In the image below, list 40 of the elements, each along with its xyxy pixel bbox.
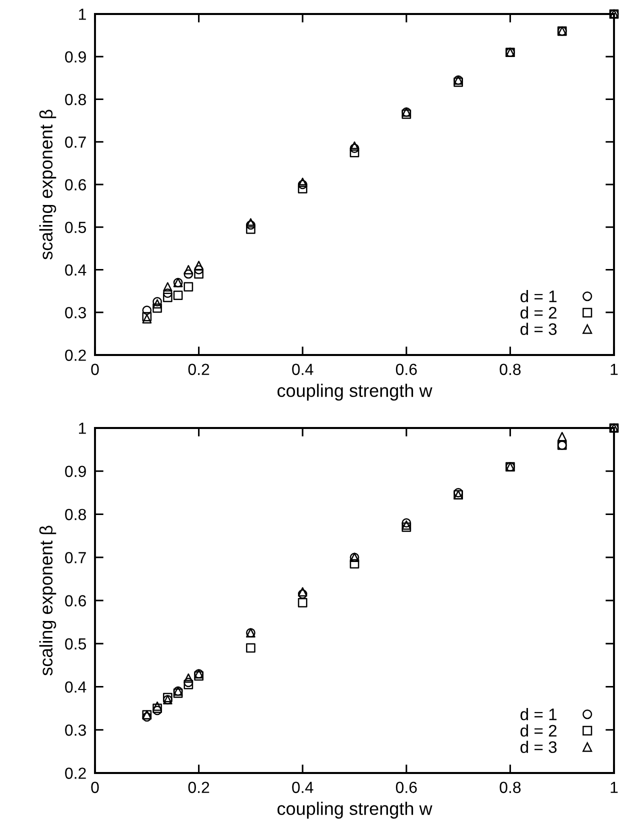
legend-label: d = 3 xyxy=(520,322,557,336)
y-tick-label: 0.2 xyxy=(65,768,86,779)
x-tick-label: 0.6 xyxy=(396,782,417,794)
x-tick-label: 0 xyxy=(91,782,99,794)
y-tick-label: 0.7 xyxy=(65,552,86,564)
y-tick-label: 0.3 xyxy=(65,307,86,318)
y-tick-label: 0.7 xyxy=(65,136,86,148)
y-tick-label: 0.2 xyxy=(65,350,86,361)
y-tick-label: 0.8 xyxy=(65,94,86,106)
x-tick-label: 0.8 xyxy=(500,782,521,794)
x-tick-label: 0.6 xyxy=(396,364,417,376)
x-axis-title: coupling strength w xyxy=(277,384,432,401)
x-tick-label: 1 xyxy=(610,364,618,375)
y-tick-label: 0.8 xyxy=(65,508,86,520)
x-tick-label: 0.2 xyxy=(188,782,210,794)
y-tick-label: 0.6 xyxy=(65,179,86,190)
y-axis-title: scaling exponent β xyxy=(39,526,56,676)
y-tick-label: 0.3 xyxy=(65,724,86,736)
y-tick-label: 0.4 xyxy=(65,681,86,693)
legend-label: d = 2 xyxy=(520,306,556,319)
x-tick-label: 0.4 xyxy=(292,364,314,376)
legend-label: d = 1 xyxy=(520,708,557,720)
x-tick-label: 0.8 xyxy=(500,364,521,376)
y-tick-label: 0.6 xyxy=(65,595,86,606)
x-tick-label: 0 xyxy=(91,364,99,376)
y-tick-label: 0.5 xyxy=(65,222,86,234)
x-axis-title: coupling strength w xyxy=(277,802,432,819)
x-tick-label: 1 xyxy=(610,782,618,793)
y-tick-label: 1 xyxy=(79,8,86,20)
legend-label: d = 1 xyxy=(520,290,557,302)
y-tick-label: 1 xyxy=(79,422,86,434)
y-tick-label: 0.9 xyxy=(65,51,86,63)
legend-label: d = 2 xyxy=(520,724,556,737)
y-tick-label: 0.9 xyxy=(65,466,86,478)
y-tick-label: 0.5 xyxy=(65,638,86,650)
y-axis-title: scaling exponent β xyxy=(39,110,56,260)
x-tick-label: 0.4 xyxy=(292,782,314,794)
x-tick-label: 0.2 xyxy=(188,364,210,376)
legend-label: d = 3 xyxy=(520,740,557,754)
y-tick-label: 0.4 xyxy=(65,264,86,276)
